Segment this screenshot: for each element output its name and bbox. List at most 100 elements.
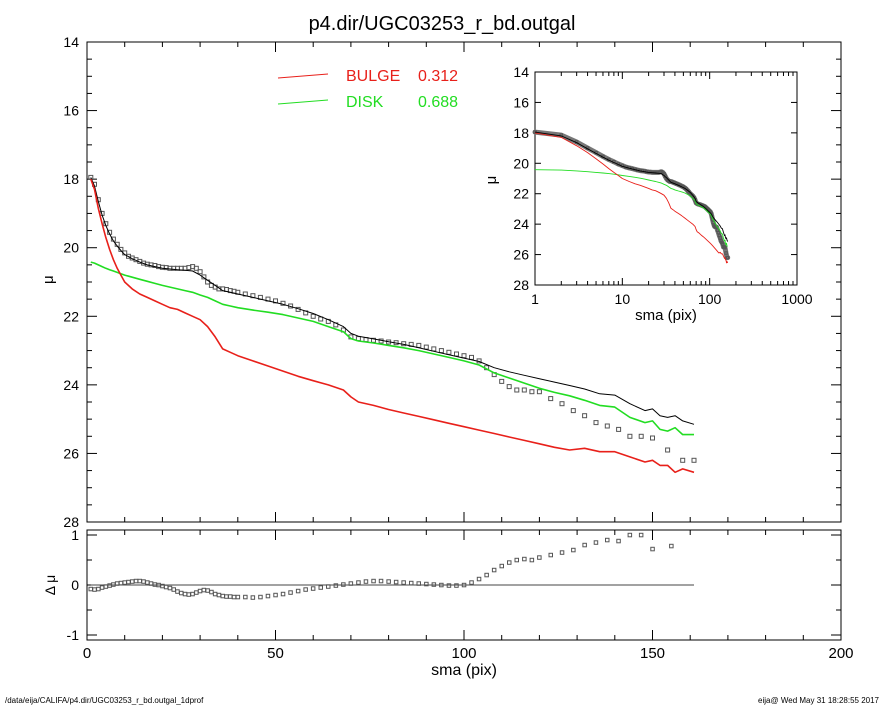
x-tick-label: 200 — [828, 645, 853, 662]
residual-point — [228, 594, 233, 599]
footer-user-timestamp: eija@ Wed May 31 18:28:55 2017 — [758, 696, 879, 705]
data-point — [593, 420, 599, 426]
residual-point — [175, 589, 180, 594]
y-tick-label: -1 — [67, 627, 80, 643]
residual-point — [220, 593, 225, 599]
inset-bulge-line — [534, 132, 729, 264]
data-point — [197, 269, 203, 275]
data-point — [559, 401, 565, 407]
data-point — [548, 396, 554, 402]
residual-point — [627, 532, 633, 538]
x-tick-label: 0 — [83, 645, 91, 662]
residual-point — [197, 588, 203, 594]
chart-title: p4.dir/UGC03253_r_bd.outgal — [309, 13, 576, 35]
residual-point — [209, 589, 214, 595]
x-tick-label: 1 — [531, 291, 539, 307]
residual-point — [224, 594, 229, 599]
inset-total-line — [534, 131, 729, 242]
residual-point — [216, 592, 222, 598]
residual-point — [424, 581, 429, 587]
residual-point — [126, 579, 131, 585]
y-tick-label: 20 — [513, 155, 529, 171]
residual-point — [348, 581, 354, 586]
data-point — [616, 426, 622, 432]
data-point — [431, 346, 437, 352]
residual-point — [548, 552, 553, 558]
residual-point — [341, 582, 346, 587]
y-tick-label: 16 — [63, 103, 79, 119]
data-point — [582, 413, 588, 419]
residual-point — [130, 579, 135, 584]
data-point — [423, 344, 429, 350]
residual-point — [669, 543, 674, 549]
y-tick-label: 20 — [63, 240, 79, 256]
data-point — [627, 433, 633, 439]
y-tick-label: 14 — [513, 64, 529, 80]
residual-point — [529, 557, 535, 563]
residual-point — [582, 542, 587, 548]
x-tick-label: 100 — [451, 645, 476, 662]
residual-point — [499, 563, 504, 569]
residual-point — [179, 590, 184, 596]
inset-disk-line — [534, 169, 728, 247]
residual-point — [295, 588, 301, 594]
residual-point — [522, 556, 527, 562]
residual-point — [371, 578, 376, 584]
residual-point — [205, 588, 210, 593]
legend-swatch — [277, 99, 329, 105]
inset-x-axis-label: sma (pix) — [635, 307, 697, 324]
y-tick-label: 1 — [71, 527, 79, 543]
residual-point — [638, 532, 644, 538]
residual-point — [145, 580, 150, 585]
residual-point — [273, 592, 278, 598]
residual-point — [356, 580, 361, 585]
main-panel: 14 16 18 20 22 24 26 28 μ BULGE 0.312 DISK 0.688 — [40, 34, 842, 530]
data-point — [280, 300, 286, 306]
data-point — [446, 349, 452, 355]
data-point — [438, 348, 444, 354]
y-tick-label: 28 — [513, 277, 529, 293]
residual-point — [593, 540, 599, 545]
bulge-model-line — [90, 178, 695, 474]
total-model-line — [90, 177, 695, 425]
residual-point — [265, 593, 271, 599]
y-tick-label: 14 — [63, 34, 79, 50]
residual-point — [476, 576, 482, 582]
residual-point — [431, 582, 437, 587]
residual-point — [303, 587, 308, 592]
residual-point — [107, 583, 112, 588]
y-tick-label: 26 — [513, 247, 529, 263]
data-point — [514, 387, 520, 393]
residual-point — [318, 585, 323, 590]
y-tick-label: 28 — [63, 514, 79, 530]
residual-point — [235, 594, 241, 600]
legend-value: 0.312 — [418, 68, 458, 85]
legend-value: 0.688 — [418, 94, 458, 111]
residual-point — [409, 580, 414, 586]
data-point — [506, 384, 512, 390]
data-point — [665, 447, 671, 453]
residual-point — [386, 579, 391, 584]
x-tick-label: 50 — [267, 645, 284, 662]
legend: BULGE 0.312 DISK 0.688 — [277, 68, 458, 111]
residual-point — [454, 583, 459, 588]
disk-model-line — [90, 261, 694, 436]
data-point — [521, 387, 527, 393]
y-tick-label: 22 — [513, 186, 529, 202]
inset-y-axis-label: μ — [483, 176, 500, 185]
inset-panel: 14 16 18 20 22 24 26 281 10 100 1000 sma (pix) μ — [483, 64, 813, 324]
residual-point — [446, 583, 452, 588]
data-point — [416, 342, 422, 348]
residual-point — [333, 583, 339, 588]
data-point — [454, 351, 459, 357]
residual-point — [616, 538, 621, 544]
residual-point — [133, 578, 139, 584]
x-tick-label: 150 — [640, 645, 665, 662]
residual-point — [514, 557, 519, 563]
residual-point — [190, 591, 195, 597]
data-point — [650, 435, 655, 441]
residual-point — [141, 579, 146, 584]
